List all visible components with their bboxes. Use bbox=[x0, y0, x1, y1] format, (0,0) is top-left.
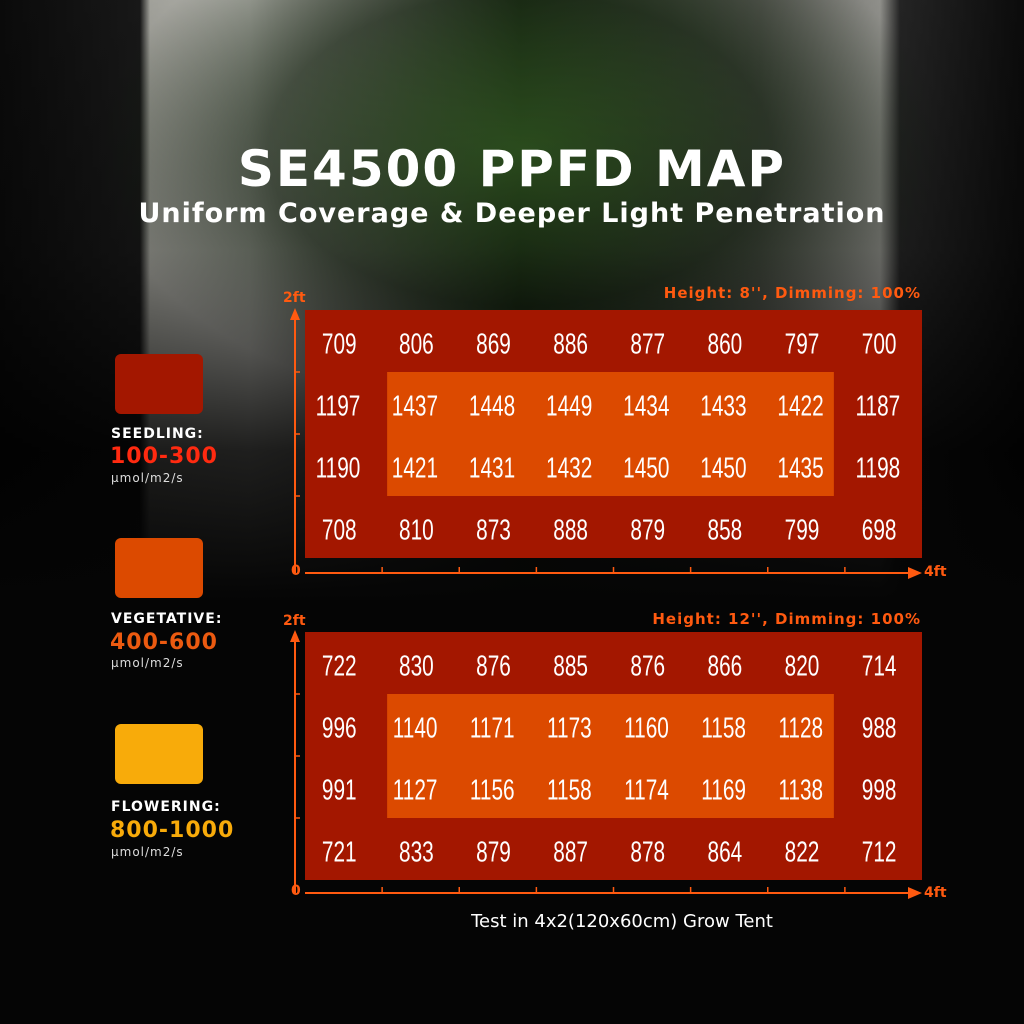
heatmap-cell-value: 1449 bbox=[546, 390, 592, 422]
heatmap-cell-value: 879 bbox=[630, 514, 665, 546]
x-axis-arrow-icon bbox=[908, 887, 922, 899]
heatmap-cell-value: 1158 bbox=[547, 774, 592, 806]
heatmap-cell-value: 876 bbox=[630, 650, 665, 682]
heatmap-cell-value: 806 bbox=[399, 328, 434, 360]
heatmap-2-y-end-label: 2ft bbox=[283, 613, 306, 629]
heatmap-cell-value: 887 bbox=[553, 836, 588, 868]
page-subtitle: Uniform Coverage & Deeper Light Penetrat… bbox=[138, 198, 886, 229]
heatmap-cell-value: 833 bbox=[399, 836, 434, 868]
y-axis-arrow-icon bbox=[290, 308, 300, 320]
heatmap-cell-value: 864 bbox=[707, 836, 742, 868]
heatmap-1-x-end-label: 4ft bbox=[924, 564, 947, 580]
heatmap-cell-value: 991 bbox=[322, 774, 357, 806]
heatmap-cell-value: 888 bbox=[553, 514, 588, 546]
heatmap-cell-value: 1140 bbox=[393, 712, 438, 744]
legend-swatch-vegetative bbox=[115, 538, 203, 598]
heatmap-cell-value: 1138 bbox=[778, 774, 823, 806]
heatmap-cell-value: 712 bbox=[862, 836, 897, 868]
heatmap-1-title: Height: 8'', Dimming: 100% bbox=[663, 284, 921, 302]
legend-range-seedling: 100-300 bbox=[110, 444, 218, 469]
heatmap-cell-value: 721 bbox=[322, 836, 357, 868]
page-title: SE4500 PPFD MAP bbox=[237, 140, 787, 198]
legend-name-seedling: SEEDLING: bbox=[111, 426, 204, 442]
heatmap-inner-zone bbox=[387, 694, 834, 818]
heatmap-inner-zone bbox=[387, 372, 834, 496]
x-axis-arrow-icon bbox=[908, 567, 922, 579]
heatmap-cell-value: 1173 bbox=[547, 712, 592, 744]
heatmap-2-title: Height: 12'', Dimming: 100% bbox=[652, 610, 921, 628]
legend-name-vegetative: VEGETATIVE: bbox=[111, 611, 223, 627]
heatmap-cell-value: 1190 bbox=[316, 452, 361, 484]
heatmap-cell-value: 878 bbox=[630, 836, 665, 868]
y-axis-arrow-icon bbox=[290, 630, 300, 642]
legend-unit-flowering: μmol/m2/s bbox=[111, 845, 184, 859]
legend-swatch-flowering bbox=[115, 724, 203, 784]
heatmap-cell-value: 866 bbox=[707, 650, 742, 682]
heatmap-cell-value: 1433 bbox=[700, 390, 746, 422]
heatmap-cell-value: 799 bbox=[785, 514, 820, 546]
heatmap-cell-value: 998 bbox=[862, 774, 897, 806]
heatmap-cell-value: 1128 bbox=[778, 712, 823, 744]
legend-unit-seedling: μmol/m2/s bbox=[111, 471, 184, 485]
heatmap-cell-value: 820 bbox=[785, 650, 820, 682]
test-caption: Test in 4x2(120x60cm) Grow Tent bbox=[471, 911, 773, 932]
heatmap-cell-value: 1450 bbox=[700, 452, 746, 484]
heatmap-cell-value: 877 bbox=[630, 328, 665, 360]
heatmap-cell-value: 873 bbox=[476, 514, 511, 546]
heatmap-cell-value: 797 bbox=[785, 328, 820, 360]
heatmap-cell-value: 1171 bbox=[470, 712, 515, 744]
heatmap-cell-value: 885 bbox=[553, 650, 588, 682]
heatmap-cell-value: 1169 bbox=[701, 774, 746, 806]
legend-unit-vegetative: μmol/m2/s bbox=[111, 656, 184, 670]
heatmap-cell-value: 886 bbox=[553, 328, 588, 360]
heatmap-cell-value: 1187 bbox=[855, 390, 900, 422]
legend-range-vegetative: 400-600 bbox=[110, 630, 218, 655]
heatmap-cell-value: 996 bbox=[322, 712, 357, 744]
heatmap-cell-value: 700 bbox=[862, 328, 897, 360]
legend-name-flowering: FLOWERING: bbox=[111, 799, 221, 815]
heatmap-cell-value: 858 bbox=[707, 514, 742, 546]
legend-swatch-seedling bbox=[115, 354, 203, 414]
heatmap-cell-value: 1434 bbox=[623, 390, 669, 422]
heatmap-cell-value: 1432 bbox=[546, 452, 592, 484]
heatmap-cell-value: 860 bbox=[707, 328, 742, 360]
heatmap-cell-value: 876 bbox=[476, 650, 511, 682]
heatmap-cell-value: 1160 bbox=[624, 712, 669, 744]
heatmap-cell-value: 879 bbox=[476, 836, 511, 868]
heatmap-cell-value: 1197 bbox=[316, 390, 361, 422]
legend-range-flowering: 800-1000 bbox=[110, 818, 235, 843]
heatmap-cell-value: 714 bbox=[862, 650, 897, 682]
heatmap-cell-value: 810 bbox=[399, 514, 434, 546]
heatmap-cell-value: 1421 bbox=[392, 452, 438, 484]
heatmap-2-x-end-label: 4ft bbox=[924, 885, 947, 901]
heatmap-cell-value: 1422 bbox=[777, 390, 823, 422]
heatmap-cell-value: 709 bbox=[322, 328, 357, 360]
heatmap-cell-value: 1156 bbox=[470, 774, 515, 806]
heatmap-cell-value: 1158 bbox=[701, 712, 746, 744]
heatmap-cell-value: 1435 bbox=[777, 452, 823, 484]
heatmap-cell-value: 1450 bbox=[623, 452, 669, 484]
heatmap-cell-value: 1198 bbox=[855, 452, 900, 484]
heatmap-cell-value: 708 bbox=[322, 514, 357, 546]
heatmap-cell-value: 822 bbox=[785, 836, 820, 868]
heatmap-cell-value: 1174 bbox=[624, 774, 669, 806]
heatmap-cell-value: 830 bbox=[399, 650, 434, 682]
heatmap-cell-value: 1437 bbox=[392, 390, 438, 422]
heatmap-cell-value: 722 bbox=[322, 650, 357, 682]
heatmap-cell-value: 698 bbox=[862, 514, 897, 546]
heatmap-cell-value: 988 bbox=[862, 712, 897, 744]
heatmap-cell-value: 869 bbox=[476, 328, 511, 360]
heatmap-cell-value: 1431 bbox=[469, 452, 515, 484]
heatmap-cell-value: 1127 bbox=[393, 774, 438, 806]
heatmap-1-y-end-label: 2ft bbox=[283, 290, 306, 306]
heatmap-cell-value: 1448 bbox=[469, 390, 515, 422]
